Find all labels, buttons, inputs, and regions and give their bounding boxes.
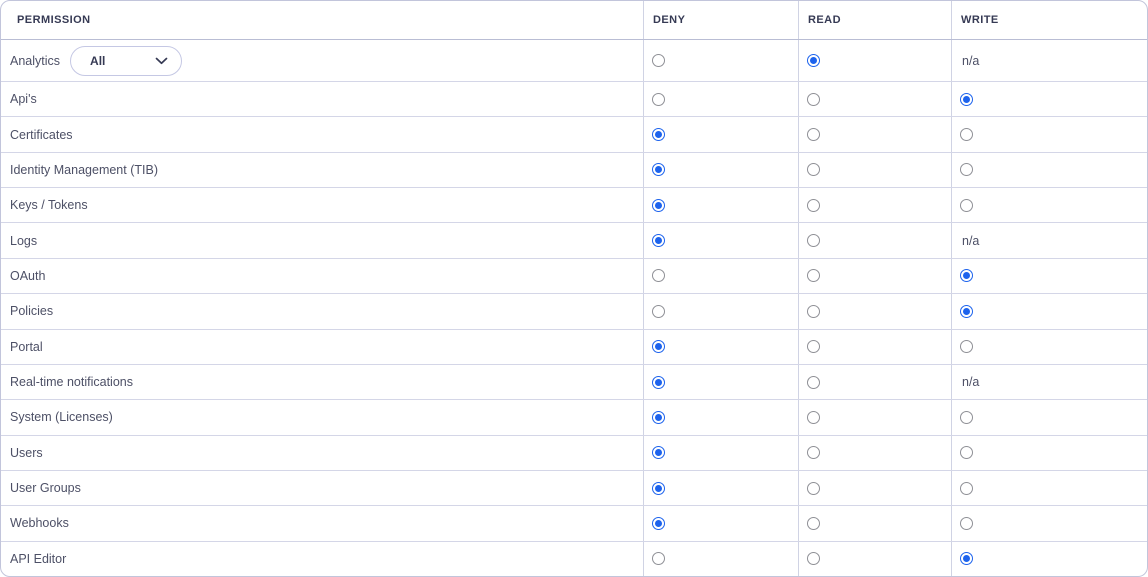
analytics-scope-select[interactable]: All <box>70 45 183 76</box>
permission-label: Analytics <box>10 53 61 68</box>
permission-label: Portal <box>10 339 43 354</box>
column-header-read: READ <box>798 1 951 39</box>
table-row-webhooks: Webhooks <box>1 506 1147 542</box>
write-radio-policies[interactable] <box>960 304 973 318</box>
deny-radio-portal[interactable] <box>652 340 665 354</box>
deny-radio-user-groups[interactable] <box>652 481 665 495</box>
permission-label: Webhooks <box>10 516 69 531</box>
write-radio-api-s[interactable] <box>960 92 973 106</box>
permission-label: OAuth <box>10 268 46 283</box>
column-header-write: WRITE <box>951 1 1147 39</box>
deny-radio-identity-management-tib[interactable] <box>652 163 665 177</box>
deny-radio-system-licenses[interactable] <box>652 410 665 424</box>
column-header-deny: DENY <box>643 1 798 39</box>
table-row-analytics: Analytics All n/a <box>1 40 1147 82</box>
read-radio-oauth[interactable] <box>807 269 820 283</box>
read-radio-system-licenses[interactable] <box>807 410 820 424</box>
permission-label: Real-time notifications <box>10 375 133 390</box>
read-radio-analytics[interactable] <box>807 54 820 67</box>
write-na-label-logs: n/a <box>962 233 980 248</box>
table-row-system-licenses: System (Licenses) <box>1 400 1147 436</box>
read-radio-users[interactable] <box>807 446 820 460</box>
table-row-api-editor: API Editor <box>1 541 1147 576</box>
permission-label: Users <box>10 445 43 460</box>
column-header-permission: PERMISSION <box>17 14 91 26</box>
write-radio-identity-management-tib[interactable] <box>960 163 973 177</box>
read-radio-webhooks[interactable] <box>807 516 820 530</box>
read-radio-certificates[interactable] <box>807 128 820 142</box>
deny-radio-keys-tokens[interactable] <box>652 198 665 212</box>
deny-radio-api-s[interactable] <box>652 92 665 106</box>
read-radio-api-editor[interactable] <box>807 552 820 566</box>
table-row-keys-tokens: Keys / Tokens <box>1 188 1147 224</box>
deny-radio-logs[interactable] <box>652 234 665 248</box>
write-radio-portal[interactable] <box>960 340 973 354</box>
permission-label: Policies <box>10 304 54 319</box>
deny-radio-oauth[interactable] <box>652 269 665 283</box>
permission-label: Logs <box>10 233 38 248</box>
permission-label: Identity Management (TIB) <box>10 162 158 177</box>
table-row-logs: Logs n/a <box>1 223 1147 259</box>
table-row-users: Users <box>1 435 1147 471</box>
read-radio-policies[interactable] <box>807 304 820 318</box>
deny-radio-certificates[interactable] <box>652 128 665 142</box>
write-radio-certificates[interactable] <box>960 128 973 142</box>
write-radio-user-groups[interactable] <box>960 481 973 495</box>
permission-label: API Editor <box>10 551 67 566</box>
table-row-api-s: Api's <box>1 82 1147 118</box>
table-row-certificates: Certificates <box>1 117 1147 153</box>
selected-option-label: All <box>90 53 106 68</box>
write-radio-api-editor[interactable] <box>960 552 973 566</box>
read-radio-user-groups[interactable] <box>807 481 820 495</box>
read-radio-portal[interactable] <box>807 340 820 354</box>
write-radio-webhooks[interactable] <box>960 516 973 530</box>
write-radio-system-licenses[interactable] <box>960 410 973 424</box>
deny-radio-webhooks[interactable] <box>652 516 665 530</box>
read-radio-keys-tokens[interactable] <box>807 198 820 212</box>
permission-label: Keys / Tokens <box>10 198 88 213</box>
write-radio-keys-tokens[interactable] <box>960 198 973 212</box>
permission-label: Certificates <box>10 127 73 142</box>
permission-label: System (Licenses) <box>10 410 113 425</box>
table-row-oauth: OAuth <box>1 258 1147 295</box>
permission-label: Api's <box>10 92 37 107</box>
read-radio-identity-management-tib[interactable] <box>807 163 820 177</box>
table-row-portal: Portal <box>1 329 1147 365</box>
deny-radio-analytics[interactable] <box>652 54 665 67</box>
table-row-identity-management-tib: Identity Management (TIB) <box>1 152 1147 189</box>
write-na-label-analytics: n/a <box>962 53 980 68</box>
permission-label: User Groups <box>10 481 81 496</box>
deny-radio-users[interactable] <box>652 446 665 460</box>
table-header-row: PERMISSION DENY READ WRITE <box>1 1 1147 40</box>
table-row-real-time-notifications: Real-time notifications n/a <box>1 364 1147 401</box>
read-radio-logs[interactable] <box>807 234 820 248</box>
chevron-down-icon <box>155 57 168 64</box>
write-radio-oauth[interactable] <box>960 269 973 283</box>
read-radio-real-time-notifications[interactable] <box>807 375 820 389</box>
deny-radio-real-time-notifications[interactable] <box>652 375 665 389</box>
table-row-policies: Policies <box>1 294 1147 330</box>
read-radio-api-s[interactable] <box>807 92 820 106</box>
write-radio-users[interactable] <box>960 446 973 460</box>
write-na-label-real-time-notifications: n/a <box>962 375 980 390</box>
deny-radio-api-editor[interactable] <box>652 552 665 566</box>
deny-radio-policies[interactable] <box>652 304 665 318</box>
table-row-user-groups: User Groups <box>1 470 1147 507</box>
